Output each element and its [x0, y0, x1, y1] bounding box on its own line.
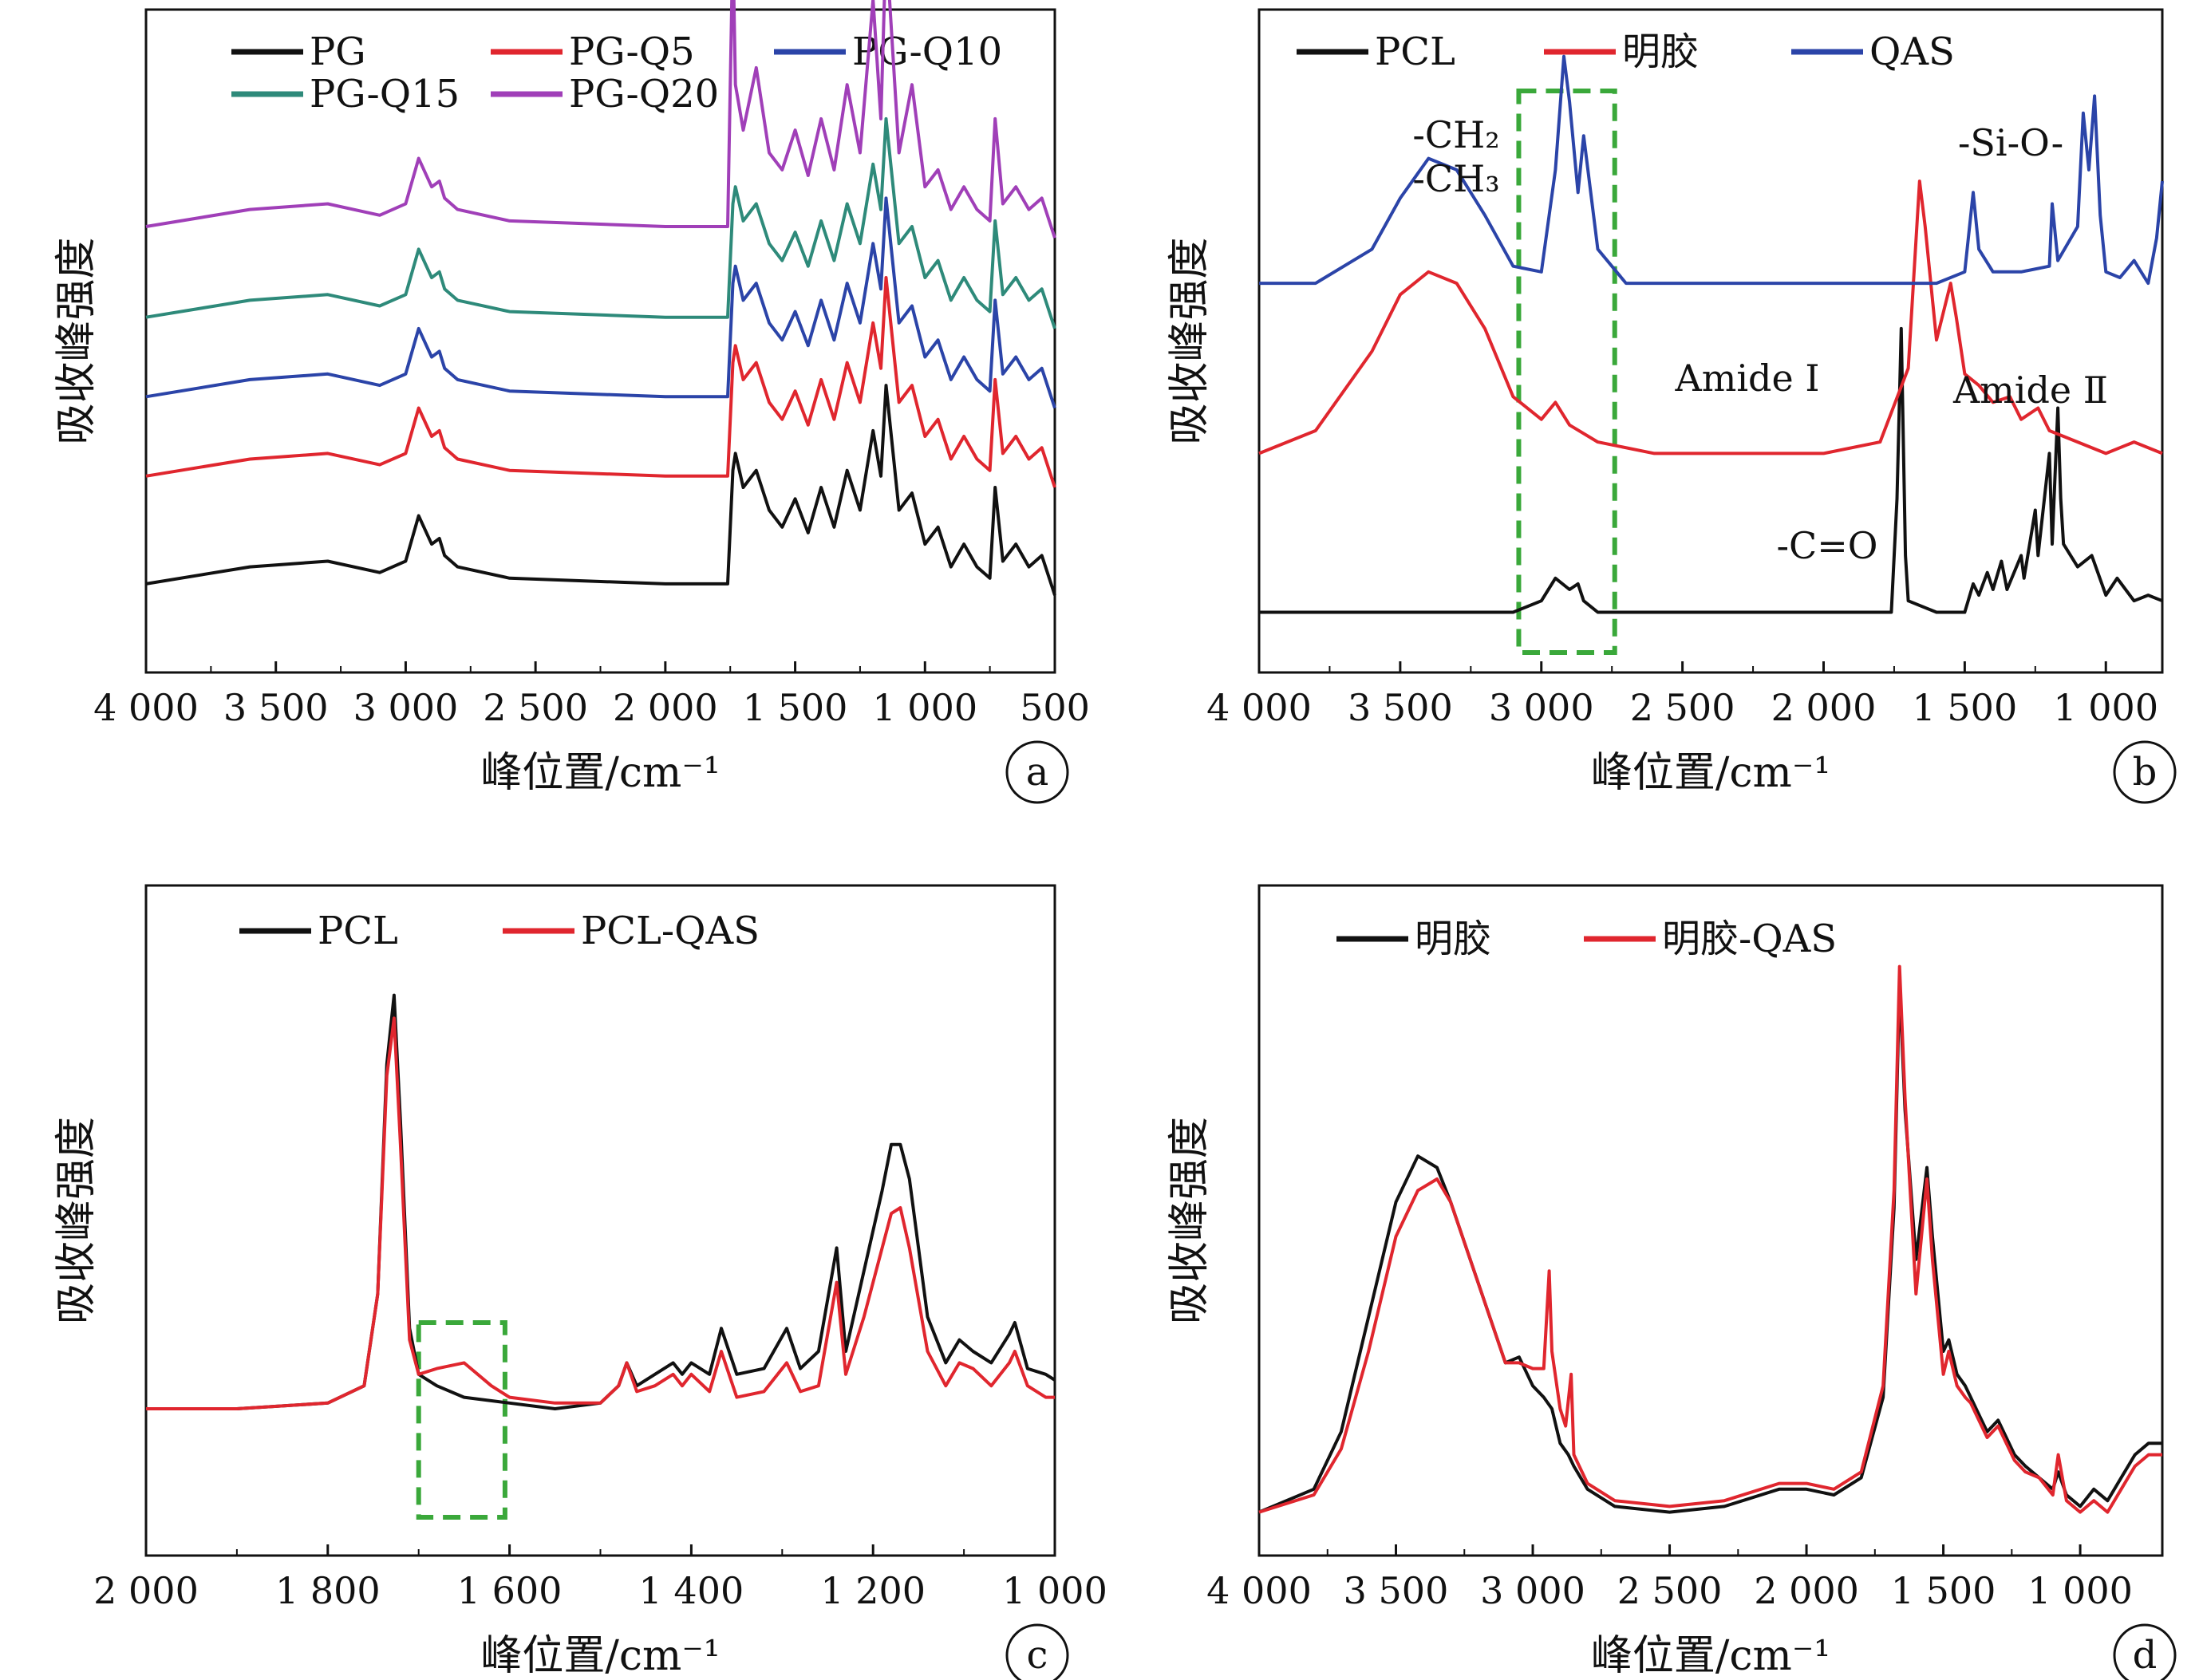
- panel-letter: c: [1027, 1633, 1048, 1678]
- legend-label: 明胶: [1415, 917, 1491, 961]
- x-tick-label: 4 000: [93, 686, 199, 729]
- y-axis-label: 吸收峰强度: [53, 1117, 101, 1324]
- series-line-2: [1259, 54, 2164, 286]
- annotation-label: -CH₂: [1412, 113, 1499, 156]
- legend-label: PG-Q5: [569, 30, 695, 74]
- legend-label: QAS: [1869, 30, 1955, 74]
- legend-label: PG-Q15: [310, 72, 460, 116]
- panel-letter: d: [2133, 1633, 2158, 1678]
- series-line-1: [1258, 964, 2162, 1514]
- legend-label: 明胶: [1622, 30, 1699, 74]
- x-tick-label: 1 400: [639, 1569, 744, 1612]
- panel-letter-circle: [1005, 740, 1069, 804]
- x-tick-label: 1 800: [275, 1569, 381, 1612]
- annotation-label: Amide Ⅰ: [1674, 357, 1819, 400]
- panel-letter: b: [2133, 750, 2158, 795]
- x-tick-label: 2 000: [613, 686, 718, 729]
- series-line-4: [145, 0, 1056, 239]
- highlight-box: [416, 1320, 507, 1520]
- x-tick-label: 1 000: [2053, 686, 2158, 729]
- series-line-0: [1259, 326, 2163, 614]
- x-tick-label: 1 500: [743, 686, 848, 729]
- x-tick-label: 1 000: [872, 686, 977, 729]
- x-tick-label: 1 200: [820, 1569, 926, 1612]
- x-tick-label: 3 000: [1489, 686, 1594, 729]
- x-tick-label: 1 500: [1891, 1569, 1996, 1612]
- series-line-1: [145, 276, 1056, 488]
- x-axis-label: 峰位置/cm⁻¹: [1591, 749, 1830, 797]
- highlight-box: [1516, 89, 1617, 655]
- x-axis-label: 峰位置/cm⁻¹: [480, 1632, 720, 1680]
- annotation-label: -C=O: [1777, 524, 1878, 567]
- legend-label: PG: [310, 30, 366, 74]
- x-tick-label: 2 000: [93, 1569, 199, 1612]
- x-tick-label: 1 600: [457, 1569, 563, 1612]
- x-tick-label: 3 000: [353, 686, 459, 729]
- x-tick-label: 500: [1020, 686, 1090, 729]
- legend-label: PCL: [1375, 30, 1455, 74]
- x-tick-label: 2 500: [1630, 686, 1735, 729]
- legend-label: PCL: [318, 909, 398, 953]
- x-tick-label: 1 500: [1913, 686, 2018, 729]
- plot-frame: [144, 884, 1056, 1557]
- series-line-1: [146, 1016, 1055, 1410]
- plot-frame: [1257, 884, 2164, 1557]
- series-line-1: [1258, 179, 2163, 455]
- x-tick-label: 3 500: [1344, 1569, 1449, 1612]
- panel-letter-circle: [1005, 1623, 1069, 1680]
- panel-d: 4 000 3 500 3 000 2 500 2 000 1 500 1 000 峰位置/c…: [1166, 884, 2177, 1680]
- panel-letter-circle: [2113, 740, 2177, 804]
- y-axis-label: 吸收峰强度: [1166, 1117, 1214, 1324]
- x-tick-label: 3 500: [223, 686, 329, 729]
- x-tick-label: 3 000: [1480, 1569, 1585, 1612]
- x-tick-label: 1 000: [2027, 1569, 2133, 1612]
- x-tick-label: 4 000: [1206, 686, 1312, 729]
- x-axis-label: 峰位置/cm⁻¹: [1591, 1632, 1830, 1680]
- panel-b: 4 000 3 500 3 000 2 500 2 000 1 500 1 000 峰位置/c…: [1166, 8, 2177, 804]
- x-tick-label: 2 000: [1771, 686, 1877, 729]
- x-tick-label: 2 500: [483, 686, 588, 729]
- y-axis-label: 吸收峰强度: [1166, 237, 1214, 444]
- panel-a: 4 000 3 500 3 000 2 500 2 000 1 500 1 000 500 峰位…: [53, 0, 1090, 804]
- legend-label: 明胶-QAS: [1662, 917, 1837, 961]
- panel-letter: a: [1026, 750, 1049, 795]
- x-axis-label: 峰位置/cm⁻¹: [480, 749, 720, 797]
- x-tick-label: 4 000: [1206, 1569, 1312, 1612]
- plot-frame: [1257, 8, 2164, 674]
- annotation-label: -CH₃: [1412, 157, 1499, 200]
- panel-letter-circle: [2113, 1623, 2177, 1680]
- x-tick-label: 3 500: [1348, 686, 1453, 729]
- legend-label: PCL-QAS: [581, 909, 760, 953]
- x-tick-label: 1 000: [1002, 1569, 1107, 1612]
- x-tick-label: 2 000: [1754, 1569, 1859, 1612]
- series-line-3: [145, 116, 1056, 329]
- x-tick-label: 2 500: [1617, 1569, 1723, 1612]
- panel-c: 2 000 1 800 1 600 1 400 1 200 1 000 峰位置/cm⁻¹ 吸收…: [53, 884, 1107, 1680]
- legend-label: PG-Q20: [569, 72, 719, 116]
- y-axis-label: 吸收峰强度: [53, 237, 101, 444]
- series-line-2: [145, 196, 1056, 409]
- annotation-label: Amide Ⅱ: [1952, 369, 2108, 412]
- series-line-0: [146, 993, 1056, 1410]
- series-line-0: [145, 384, 1056, 596]
- annotation-label: -Si-O-: [1958, 121, 2063, 164]
